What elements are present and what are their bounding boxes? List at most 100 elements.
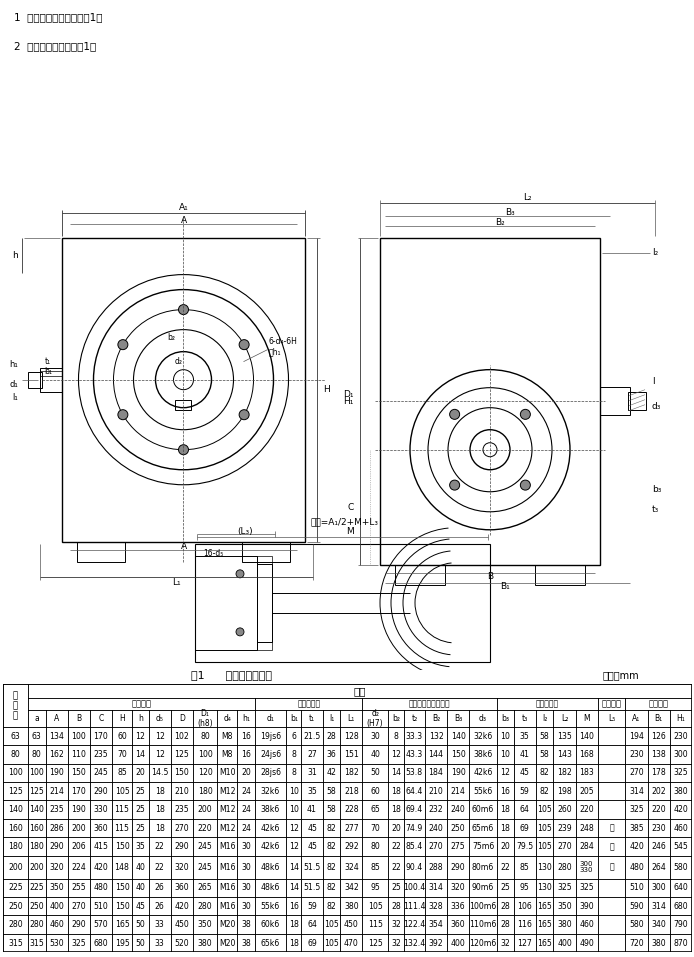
Text: 115: 115: [115, 805, 130, 814]
Bar: [28, 371, 42, 388]
Text: 32: 32: [391, 939, 400, 947]
Text: 69: 69: [307, 939, 317, 947]
Text: 58: 58: [540, 731, 550, 741]
Text: L₁: L₁: [348, 714, 355, 723]
Text: 325: 325: [71, 939, 86, 947]
Text: 26: 26: [155, 883, 164, 892]
Text: 105: 105: [537, 824, 552, 833]
Text: 64: 64: [520, 805, 530, 814]
Text: A₁: A₁: [178, 203, 188, 212]
Text: 40: 40: [135, 883, 145, 892]
Text: 510: 510: [94, 901, 108, 911]
Text: 8: 8: [393, 731, 398, 741]
Text: B₁: B₁: [654, 714, 663, 723]
Text: h: h: [138, 714, 143, 723]
Text: B: B: [76, 714, 81, 723]
Text: 228: 228: [344, 805, 359, 814]
Text: 200: 200: [8, 862, 23, 872]
Text: 105: 105: [537, 842, 552, 851]
Text: 220: 220: [652, 805, 666, 814]
Text: 680: 680: [673, 901, 688, 911]
Circle shape: [236, 569, 244, 578]
Text: 230: 230: [652, 824, 666, 833]
Text: 深h₁: 深h₁: [269, 347, 281, 356]
Text: 150: 150: [174, 768, 189, 777]
Text: D₁
(h8): D₁ (h8): [197, 709, 213, 728]
Text: 380: 380: [652, 939, 666, 947]
Text: 41: 41: [307, 805, 317, 814]
Text: 12: 12: [135, 731, 145, 741]
Text: 127: 127: [517, 939, 532, 947]
Text: L₁: L₁: [172, 578, 181, 588]
Text: 460: 460: [673, 824, 688, 833]
Text: 38k6: 38k6: [473, 750, 493, 759]
Text: 30: 30: [242, 883, 251, 892]
Text: 270: 270: [629, 768, 644, 777]
Text: 16-d₅: 16-d₅: [203, 549, 223, 558]
Text: 28: 28: [327, 731, 337, 741]
Text: 190: 190: [71, 805, 86, 814]
Text: 100m6: 100m6: [469, 901, 497, 911]
Text: 22: 22: [391, 842, 400, 851]
Text: 148: 148: [115, 862, 130, 872]
Text: 28: 28: [500, 920, 510, 929]
Text: 51.5: 51.5: [303, 862, 321, 872]
Text: 210: 210: [429, 787, 443, 796]
Text: 50: 50: [135, 939, 145, 947]
Text: 232: 232: [429, 805, 443, 814]
Text: 350: 350: [198, 920, 212, 929]
Text: 18: 18: [500, 805, 510, 814]
Text: t₃: t₃: [652, 505, 659, 514]
Text: 输出轴为空心轴尺寸: 输出轴为空心轴尺寸: [409, 700, 450, 708]
Text: 70: 70: [371, 824, 380, 833]
Text: 28js6: 28js6: [260, 768, 281, 777]
Bar: [242, 542, 290, 562]
Text: 420: 420: [673, 805, 688, 814]
Text: 50: 50: [371, 768, 380, 777]
Text: D: D: [179, 714, 185, 723]
Text: D₁: D₁: [344, 390, 354, 399]
Text: 12: 12: [391, 750, 401, 759]
Text: 286: 286: [49, 824, 64, 833]
Text: 510: 510: [629, 883, 644, 892]
Text: 32k6: 32k6: [473, 731, 493, 741]
Text: M12: M12: [219, 824, 235, 833]
Text: 24: 24: [241, 805, 251, 814]
Circle shape: [520, 480, 530, 490]
Circle shape: [450, 410, 459, 419]
Text: 42k6: 42k6: [473, 768, 493, 777]
Text: M8: M8: [221, 731, 233, 741]
Bar: [395, 565, 445, 585]
Text: l₂: l₂: [542, 714, 548, 723]
Text: 输入轴尺寸: 输入轴尺寸: [297, 700, 320, 708]
Text: d₁: d₁: [9, 380, 18, 389]
Text: 194: 194: [629, 731, 644, 741]
Text: M8: M8: [221, 750, 233, 759]
Text: 150: 150: [115, 842, 129, 851]
Text: 128: 128: [344, 731, 359, 741]
Text: 380: 380: [557, 920, 572, 929]
Text: 82: 82: [327, 842, 337, 851]
Text: 225: 225: [8, 883, 23, 892]
Text: 325: 325: [629, 805, 644, 814]
Text: 10: 10: [289, 805, 298, 814]
Text: 280: 280: [198, 901, 212, 911]
Text: 245: 245: [198, 842, 212, 851]
Text: 16: 16: [289, 901, 298, 911]
Text: 545: 545: [673, 842, 688, 851]
Text: 22: 22: [500, 862, 510, 872]
Text: 420: 420: [94, 862, 108, 872]
Text: 111.4: 111.4: [403, 901, 425, 911]
Text: M16: M16: [219, 901, 235, 911]
Text: 115: 115: [368, 920, 382, 929]
Bar: [600, 388, 630, 415]
Text: l₂: l₂: [652, 248, 658, 257]
Text: 输出轴尺寸: 输出轴尺寸: [536, 700, 559, 708]
Text: 48k6: 48k6: [261, 883, 280, 892]
Text: 400: 400: [451, 939, 466, 947]
Text: 10: 10: [500, 750, 510, 759]
Text: 165: 165: [115, 920, 129, 929]
Text: 25: 25: [500, 883, 510, 892]
Text: 246: 246: [651, 842, 666, 851]
Text: 60m6: 60m6: [472, 805, 494, 814]
